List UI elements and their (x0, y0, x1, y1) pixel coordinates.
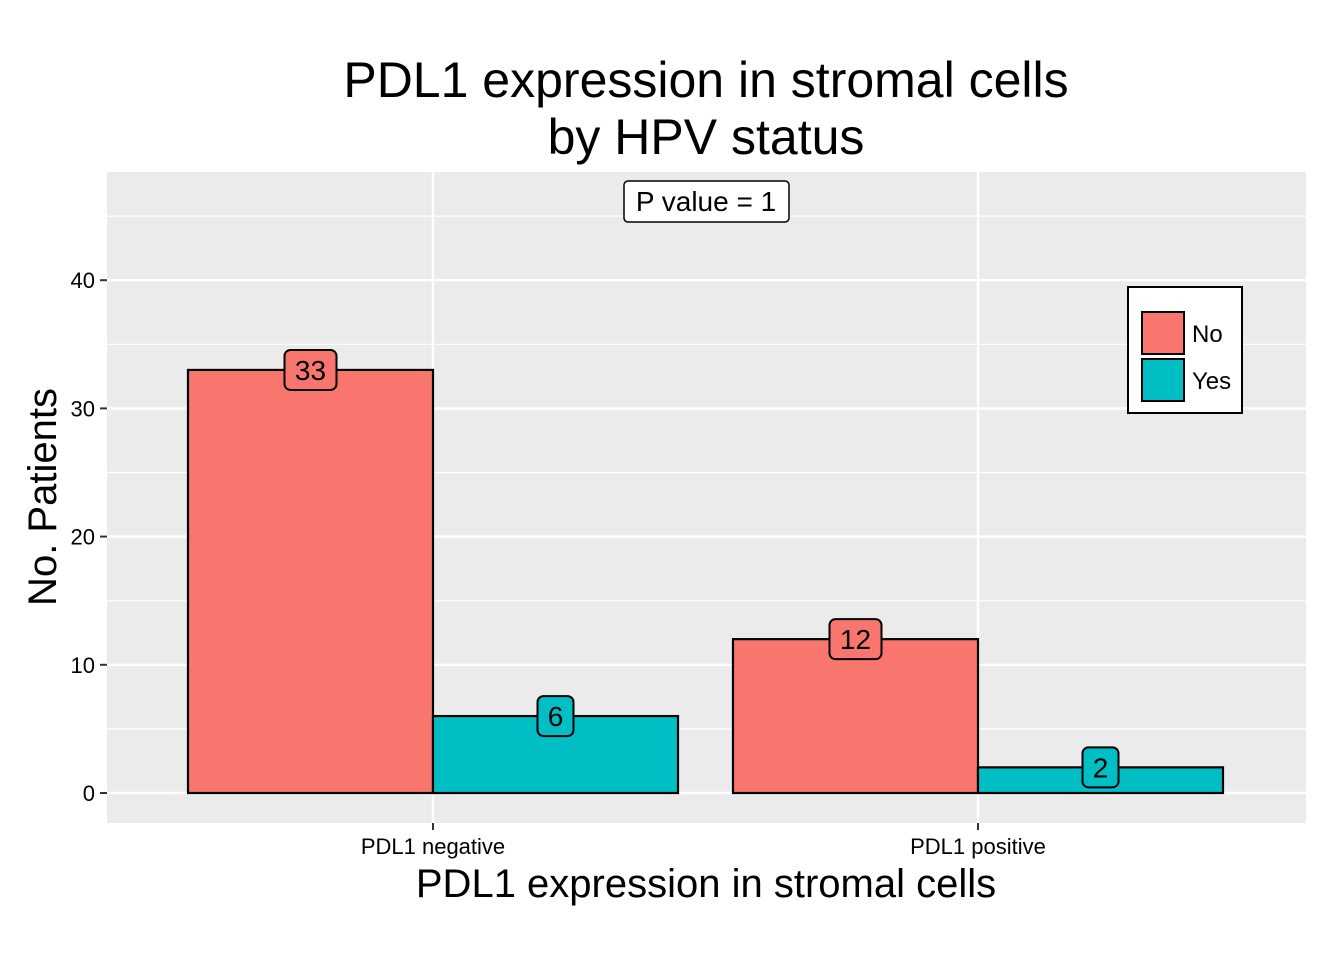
y-tick-label: 10 (71, 653, 95, 678)
data-label: 6 (548, 701, 564, 732)
p-value-annotation: P value = 1 (623, 180, 790, 223)
legend-label: Yes (1192, 368, 1231, 395)
y-tick-label: 0 (83, 781, 95, 806)
bars (186, 368, 1225, 795)
data-label: 2 (1093, 752, 1109, 783)
x-axis-title: PDL1 expression in stromal cells (416, 862, 996, 906)
p-value-text: P value = 1 (636, 186, 776, 217)
y-tick-label: 40 (71, 268, 95, 293)
legend: No Yes (1127, 286, 1243, 414)
data-label-box (536, 695, 575, 738)
legend-label: No (1192, 321, 1223, 348)
legend-key (1141, 311, 1185, 355)
data-label-box (1081, 746, 1120, 789)
chart-title-line-1: PDL1 expression in stromal cells (343, 52, 1068, 108)
y-axis: 0 10 20 30 40 (71, 268, 107, 806)
data-label-box (828, 618, 883, 661)
data-label: 12 (840, 624, 871, 655)
bar (731, 638, 980, 795)
chart-title: PDL1 expression in stromal cells by HPV … (343, 52, 1068, 165)
data-label: 33 (295, 355, 326, 386)
y-axis-title: No. Patients (21, 388, 65, 606)
y-tick-label: 30 (71, 396, 95, 421)
chart-title-line-2: by HPV status (548, 109, 865, 165)
y-tick-label: 20 (71, 525, 95, 550)
x-axis: PDL1 negative PDL1 positive (361, 823, 1046, 859)
p-value-box (623, 180, 790, 223)
x-tick-label: PDL1 negative (361, 834, 505, 859)
bar (186, 368, 435, 795)
x-tick-label: PDL1 positive (910, 834, 1046, 859)
data-label-box (283, 348, 338, 391)
legend-key (1141, 358, 1185, 402)
data-labels: 33 6 12 2 (283, 348, 1120, 789)
